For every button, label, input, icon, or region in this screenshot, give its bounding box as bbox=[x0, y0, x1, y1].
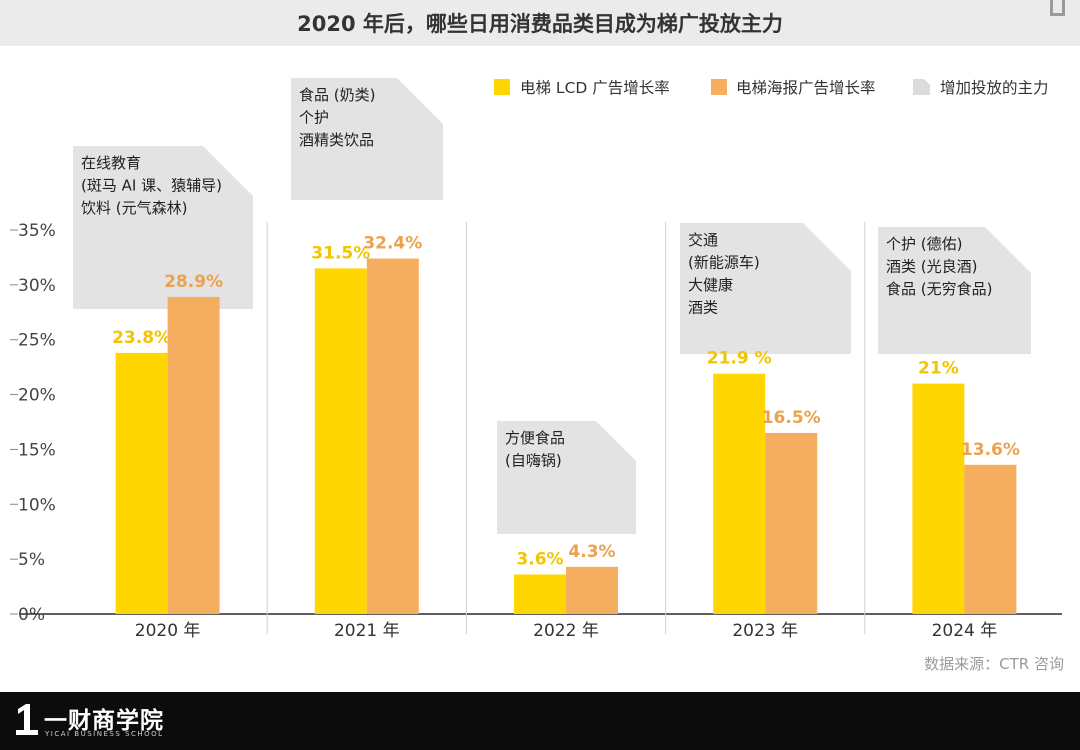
bar-value-label: 23.8% bbox=[112, 328, 171, 348]
annotation-line: 方便食品 bbox=[505, 429, 565, 447]
legend-swatch-lcd bbox=[494, 79, 510, 95]
bar-lcd bbox=[713, 373, 766, 614]
annotation-box-3 bbox=[497, 421, 636, 534]
annotation-box-2 bbox=[291, 78, 443, 200]
bar-value-label: 32.4% bbox=[363, 234, 422, 254]
annotation-line: 交通 bbox=[688, 231, 718, 249]
bar-poster bbox=[366, 258, 419, 614]
bar-poster bbox=[566, 566, 618, 614]
logo-name: 一财商学院 bbox=[44, 708, 164, 734]
x-tick-label: 2022 年 bbox=[533, 621, 599, 641]
bar-value-label: 13.6% bbox=[961, 440, 1020, 460]
y-tick-label: 25% bbox=[18, 331, 56, 351]
legend-swatch-poster bbox=[711, 79, 727, 95]
annotation-line: 酒类 bbox=[688, 299, 718, 317]
annotation-line: 大健康 bbox=[688, 276, 733, 294]
x-tick-label: 2020 年 bbox=[135, 621, 201, 641]
bar-chart: 在线教育 (斑马 AI 课、猿辅导) 饮料 (元气森林) 食品 (奶类) 个护酒精类饮品… bbox=[10, 78, 1064, 673]
logo-icon bbox=[16, 704, 38, 735]
legend-label-focus: 增加投放的主力 bbox=[940, 79, 1049, 97]
bar-poster bbox=[765, 432, 818, 614]
bar-value-label: 16.5% bbox=[762, 408, 821, 428]
x-tick-label: 2023 年 bbox=[732, 621, 798, 641]
annotation-box-1 bbox=[73, 146, 253, 309]
bar-value-label: 21% bbox=[918, 359, 959, 379]
bar-value-label: 28.9% bbox=[164, 272, 223, 292]
y-tick-label: 10% bbox=[18, 495, 56, 515]
y-tick-label: 20% bbox=[18, 386, 56, 406]
y-tick-label: 35% bbox=[18, 221, 56, 241]
bar-value-label: 3.6% bbox=[516, 550, 563, 570]
annotation-line: 酒类 (光良酒) bbox=[886, 258, 977, 276]
x-tick-label: 2024 年 bbox=[932, 621, 998, 641]
bar-poster bbox=[167, 296, 220, 614]
bar-poster bbox=[964, 464, 1017, 614]
annotation-line: 饮料 (元气森林) bbox=[81, 199, 187, 217]
annotation-line: 食品 (奶类) bbox=[299, 86, 375, 104]
y-tick-label: 5% bbox=[18, 550, 45, 570]
annotation-line: (斑马 AI 课、猿辅导) bbox=[81, 177, 222, 195]
legend-label-poster: 电梯海报广告增长率 bbox=[736, 79, 876, 97]
y-tick-label: 30% bbox=[18, 276, 56, 296]
bar-value-label: 31.5% bbox=[311, 243, 370, 263]
logo-subtitle: YICAI BUSINESS SCHOOL bbox=[45, 730, 164, 738]
bar-value-label: 21.9 % bbox=[707, 349, 772, 369]
annotation-box-5 bbox=[878, 227, 1031, 354]
chart-title: 2020 年后，哪些日用消费品类目成为梯广投放主力 bbox=[297, 12, 783, 36]
bar-lcd bbox=[314, 268, 367, 614]
x-tick-label: 2021 年 bbox=[334, 621, 400, 641]
footer-bar: 一财商学院 YICAI BUSINESS SCHOOL bbox=[0, 692, 1080, 750]
annotation-line: 酒精类饮品 bbox=[299, 131, 374, 149]
annotation-line: 在线教育 bbox=[81, 154, 141, 172]
annotation-line: (自嗨锅) bbox=[505, 452, 562, 470]
annotation-line: 个护 bbox=[299, 109, 329, 127]
bar-lcd bbox=[115, 352, 168, 614]
y-tick-label: 15% bbox=[18, 440, 56, 460]
annotation-line: 食品 (无穷食品) bbox=[886, 280, 992, 298]
legend-swatch-focus bbox=[913, 79, 930, 95]
bookmark-icon bbox=[1050, 0, 1065, 16]
legend-label-lcd: 电梯 LCD 广告增长率 bbox=[520, 79, 670, 97]
annotation-line: (新能源车) bbox=[688, 254, 760, 272]
annotation-line: 个护 (德佑) bbox=[886, 235, 962, 253]
source-note: 数据来源：CTR 咨询 bbox=[924, 655, 1064, 673]
bar-lcd bbox=[514, 574, 566, 614]
bar-value-label: 4.3% bbox=[568, 542, 615, 562]
annotation-box-4 bbox=[680, 223, 851, 354]
bar-lcd bbox=[912, 383, 965, 614]
y-tick-label: 0% bbox=[18, 605, 45, 625]
header-bar: 2020 年后，哪些日用消费品类目成为梯广投放主力 bbox=[0, 0, 1080, 46]
